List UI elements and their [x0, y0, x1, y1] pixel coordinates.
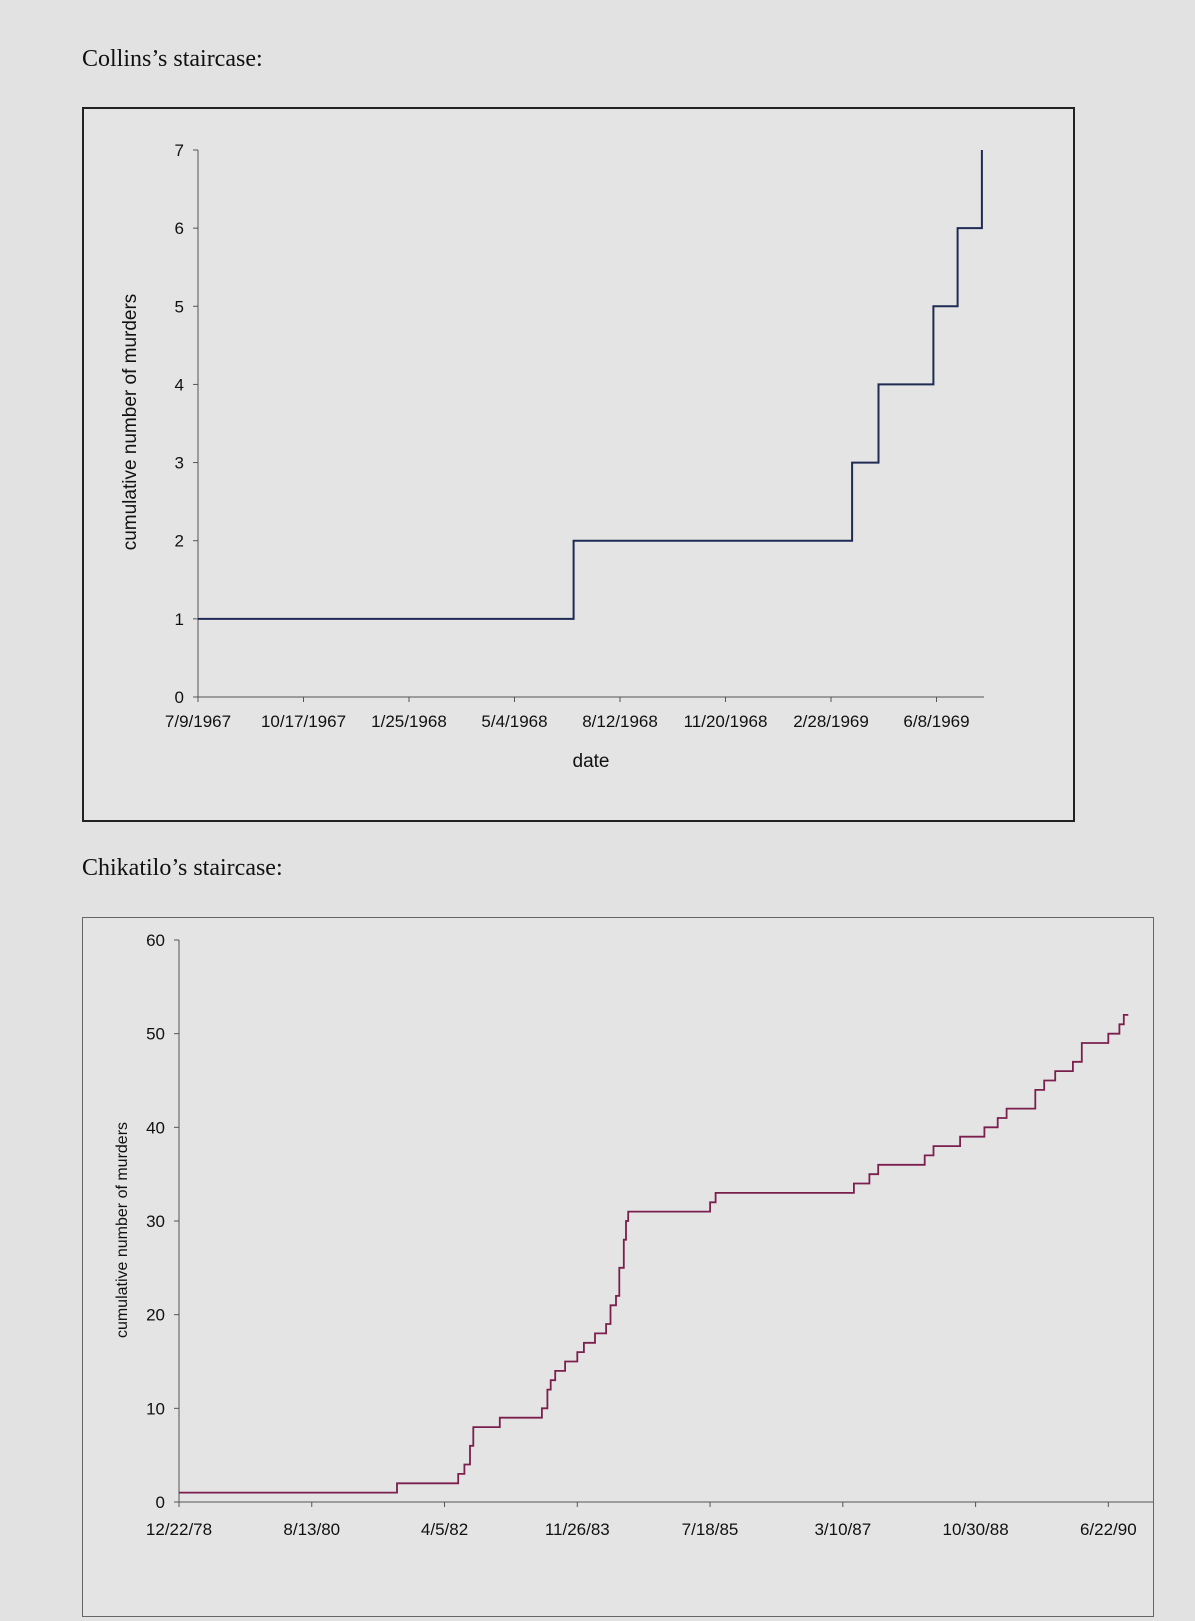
- chikatilo-marks: [179, 1014, 1129, 1494]
- collins-chart: 0 1 2 3 4 5 6 7 7/9/1967 10/17/1967 1/25/1968 5/4/1…: [120, 141, 984, 772]
- collins-x-axis-label: date: [573, 751, 610, 772]
- collins-series-line: [198, 150, 983, 620]
- chikatilo-chart: 0 10 20 30 40 50 60 12/22/78 8/13/80 4/5/82 11/26/…: [114, 931, 1188, 1539]
- collins-y-tick-label: 6: [175, 219, 184, 238]
- chikatilo-x-tick-label: 7/18/85: [682, 1520, 739, 1539]
- chikatilo-heading: Chikatilo’s staircase:: [82, 855, 283, 881]
- collins-x-tick-label: 7/9/1967: [165, 712, 231, 731]
- collins-y-tick-label: 1: [175, 610, 184, 629]
- chikatilo-x-tick-label: 12/22/78: [146, 1520, 212, 1539]
- collins-x-tick-label: 10/17/1967: [261, 712, 346, 731]
- chikatilo-x-tick-label: 10/30/88: [942, 1520, 1008, 1539]
- collins-x-tick-label: 1/25/1968: [371, 712, 447, 731]
- chikatilo-y-axis-label: cumulative number of murders: [114, 1122, 131, 1338]
- collins-axes: 0 1 2 3 4 5 6 7 7/9/1967 10/17/1967 1/25/1968 5/4/1…: [165, 141, 984, 731]
- chikatilo-y-tick-label: 10: [146, 1399, 165, 1418]
- collins-marks: [198, 150, 983, 620]
- chikatilo-series-line: [179, 1014, 1129, 1494]
- chikatilo-y-tick-label: 40: [146, 1118, 165, 1137]
- collins-x-tick-label: 5/4/1968: [481, 712, 547, 731]
- collins-x-tick-label: 6/8/1969: [903, 712, 969, 731]
- chikatilo-x-tick-label: 11/26/83: [545, 1520, 610, 1539]
- collins-y-tick-label: 0: [175, 688, 184, 707]
- collins-y-tick-label: 3: [175, 454, 184, 473]
- chikatilo-x-tick-label: 4/5/82: [421, 1520, 468, 1539]
- chikatilo-y-tick-label: 60: [146, 931, 165, 950]
- collins-y-tick-label: 5: [175, 297, 184, 316]
- collins-x-tick-label: 11/20/1968: [684, 712, 768, 731]
- collins-y-tick-label: 4: [175, 375, 184, 394]
- chikatilo-x-tick-label: 6/22/90: [1080, 1520, 1137, 1539]
- collins-chart-frame: 0 1 2 3 4 5 6 7 7/9/1967 10/17/1967 1/25/1968 5/4/1…: [82, 107, 1075, 822]
- collins-y-tick-label: 7: [175, 141, 184, 160]
- collins-x-tick-label: 2/28/1969: [793, 712, 869, 731]
- chikatilo-x-tick-label: 8/13/80: [283, 1520, 340, 1539]
- chikatilo-y-tick-label: 30: [146, 1212, 165, 1231]
- chikatilo-y-tick-label: 50: [146, 1025, 165, 1044]
- collins-heading: Collins’s staircase:: [82, 46, 263, 72]
- chikatilo-chart-frame: 0 10 20 30 40 50 60 12/22/78 8/13/80 4/5/82 11/26/…: [82, 917, 1188, 1617]
- collins-x-tick-label: 8/12/1968: [582, 712, 658, 731]
- chikatilo-axes: 0 10 20 30 40 50 60 12/22/78 8/13/80 4/5/82 11/26/…: [146, 931, 1188, 1539]
- collins-y-axis-label: cumulative number of murders: [120, 294, 141, 551]
- collins-y-tick-label: 2: [175, 532, 184, 551]
- chikatilo-x-tick-label: 3/10/87: [814, 1520, 871, 1539]
- chikatilo-y-tick-label: 20: [146, 1306, 165, 1325]
- chikatilo-y-tick-label: 0: [156, 1493, 165, 1512]
